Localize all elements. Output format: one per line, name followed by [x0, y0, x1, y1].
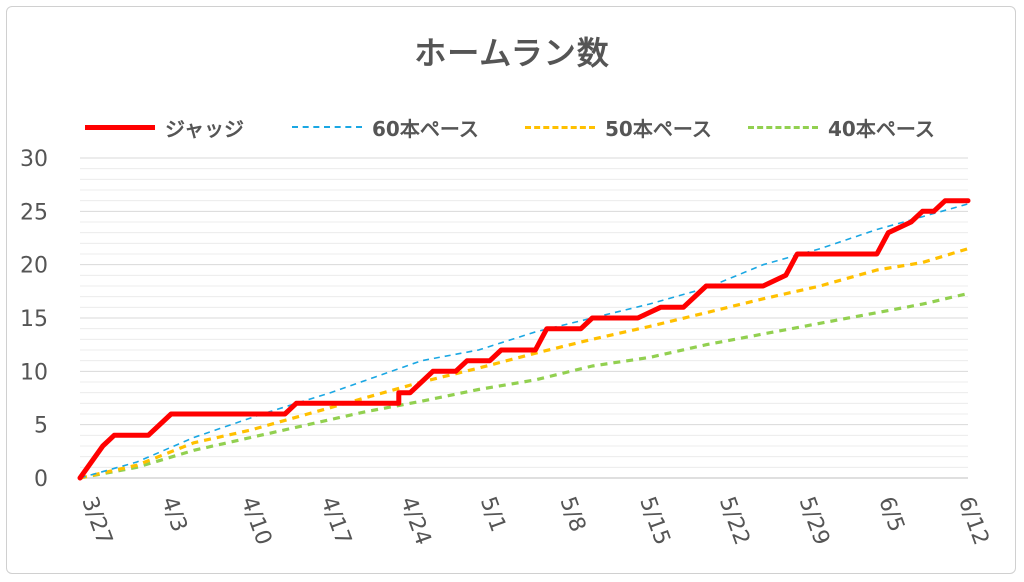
chart-title: ホームラン数	[414, 34, 610, 72]
x-tick-label: 5/1	[475, 494, 511, 536]
legend-swatch-pace-40	[748, 125, 818, 129]
y-tick-label: 5	[34, 414, 48, 439]
legend-swatch-judge	[85, 124, 155, 130]
series-line-2	[79, 247, 969, 480]
x-tick-label: 6/12	[953, 494, 993, 549]
x-tick-label: 4/3	[156, 494, 192, 536]
legend-label-pace-50: 50本ペース	[605, 116, 712, 141]
x-tick-label: 5/29	[794, 494, 834, 549]
x-tick-label: 5/8	[555, 494, 591, 536]
x-tick-label: 5/22	[714, 494, 754, 549]
x-tick-label: 4/10	[236, 494, 276, 549]
legend-item-judge: ジャッジ	[85, 112, 244, 142]
y-tick-label: 25	[20, 200, 48, 225]
legend-label-pace-40: 40本ペース	[828, 116, 935, 141]
x-tick-label: 5/15	[634, 494, 674, 549]
y-tick-label: 10	[20, 360, 48, 385]
chart-frame	[6, 6, 1016, 574]
legend-item-pace-40: 40本ペース	[748, 112, 935, 142]
series-line-0	[77, 198, 971, 481]
legend-swatch-pace-50	[525, 125, 595, 129]
legend-swatch-pace-60	[292, 126, 362, 128]
legend-item-pace-60: 60本ペース	[292, 112, 479, 142]
y-tick-label: 30	[20, 147, 48, 172]
legend-label-judge: ジャッジ	[165, 116, 244, 141]
y-tick-label: 0	[34, 467, 48, 492]
y-tick-label: 15	[20, 307, 48, 332]
series-line-3	[79, 291, 969, 480]
x-tick-label: 6/5	[873, 494, 909, 536]
legend-label-pace-60: 60本ペース	[372, 116, 479, 141]
chart-legend: ジャッジ 60本ペース 50本ペース 40本ペース	[0, 112, 1024, 142]
x-tick-label: 3/27	[76, 494, 116, 549]
x-tick-label: 4/24	[395, 494, 435, 549]
x-tick-label: 4/17	[315, 494, 355, 549]
series-line-1	[79, 203, 969, 479]
legend-item-pace-50: 50本ペース	[525, 112, 712, 142]
y-tick-label: 20	[20, 254, 48, 279]
